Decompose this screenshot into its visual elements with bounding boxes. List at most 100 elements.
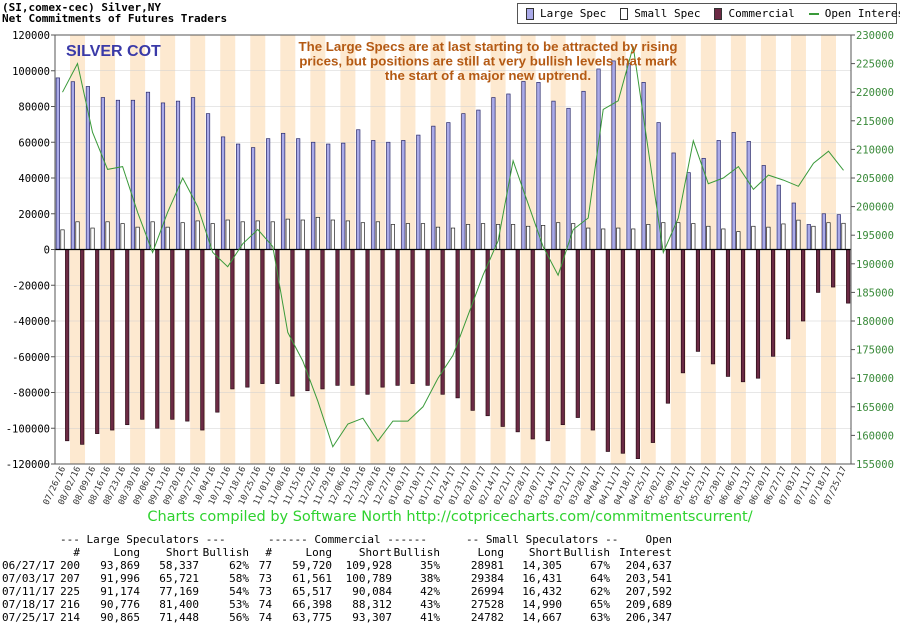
bar-commercial (395, 249, 400, 386)
bar-large-spec (566, 107, 571, 250)
bar-large-spec (806, 224, 811, 250)
cell-ss-long: 26994 (470, 585, 504, 598)
bar-commercial (831, 249, 836, 288)
open-interest-line (62, 46, 844, 448)
col-header-ls-bullish: Bullish (202, 546, 249, 559)
cell-open-interest: 209,689 (625, 598, 672, 611)
bar-large-spec (626, 63, 631, 250)
bar-commercial (350, 249, 355, 386)
bar-large-spec (386, 141, 391, 250)
bar-large-spec (821, 213, 826, 250)
y-axis-left: 120000 100000 80000 60000 40000 20000 0 -20000 -… (6, 30, 55, 471)
cell-ss-bullish: 63% (590, 611, 610, 624)
cell-c-long: 63,775 (292, 611, 332, 624)
annotation-line: prices, but positions are still at very … (299, 54, 677, 69)
bar-commercial (185, 249, 190, 422)
legend-swatch-commercial (714, 7, 723, 20)
bar-small-spec (631, 228, 636, 250)
bar-commercial (665, 249, 670, 404)
bar-commercial (755, 249, 761, 379)
bar-small-spec (405, 223, 411, 250)
table-row: 07/03/17 207 91,996 65,721 58% 73 61,561 100,78… (0, 572, 900, 585)
cell-ss-short: 16,432 (522, 585, 562, 598)
bar-large-spec (671, 152, 676, 250)
cell-open-interest: 206,347 (625, 611, 672, 624)
cell-ls-short: 77,169 (159, 585, 199, 598)
cell-c-count: 73 (258, 572, 272, 585)
table-row: 07/11/17 225 91,174 77,169 54% 73 65,517 90,084… (0, 585, 900, 598)
col-header-ss-bullish: Bullish (563, 546, 610, 559)
bar-large-spec (461, 113, 466, 250)
cell-ss-long: 24782 (470, 611, 504, 624)
bar-small-spec (676, 222, 681, 250)
bar-small-spec (601, 228, 606, 250)
cell-c-short: 109,928 (345, 559, 392, 572)
bar-large-spec (401, 140, 406, 250)
cell-ls-long: 93,869 (100, 559, 140, 572)
cell-row-date: 06/27/17 (2, 559, 55, 572)
y2-tick-label: 210000 (856, 144, 894, 156)
bar-commercial (95, 249, 100, 434)
cell-row-date: 07/11/17 (2, 585, 55, 598)
group-header-large-spec: --- Large Speculators --- (60, 533, 226, 546)
bar-commercial (740, 249, 746, 383)
y2-tick-label: 170000 (856, 373, 894, 385)
cell-ls-bullish: 53% (229, 598, 249, 611)
col-header-ss-short: Short (528, 546, 562, 559)
cell-c-bullish: 42% (420, 585, 440, 598)
bar-commercial (335, 249, 340, 386)
bar-commercial (785, 249, 791, 340)
bar-small-spec (375, 221, 380, 250)
group-header-open: Open (645, 533, 673, 546)
bar-large-spec (266, 138, 271, 250)
chart-source-label: (SI,comex-cec) Silver,NY (2, 1, 161, 14)
bar-small-spec (180, 222, 185, 250)
bar-commercial (200, 249, 205, 431)
y2-tick-label: 160000 (856, 430, 894, 442)
col-header-c-long: Long (305, 546, 333, 559)
chart-subtitle: Net Commitments of Futures Traders (2, 12, 228, 25)
y-tick-label: -100000 (6, 423, 50, 435)
cell-c-count: 73 (258, 585, 272, 598)
bar-small-spec (210, 223, 215, 250)
table-group-header-row: --- Large Speculators --- ------ Commerc… (0, 533, 900, 546)
bar-small-spec (135, 226, 140, 250)
bar-commercial (380, 249, 385, 388)
chart-bars (55, 60, 851, 459)
bar-large-spec (281, 132, 286, 250)
bar-commercial (710, 249, 716, 365)
cell-ls-bullish: 58% (229, 572, 249, 585)
bar-commercial (590, 249, 595, 431)
cell-ls-short: 71,448 (159, 611, 199, 624)
bar-large-spec (491, 97, 496, 250)
cell-ss-short: 14,667 (522, 611, 562, 624)
y-tick-label: -60000 (12, 352, 50, 364)
bar-small-spec (766, 226, 771, 250)
cell-open-interest: 203,541 (625, 572, 672, 585)
y-tick-label: 100000 (12, 66, 50, 78)
cell-open-interest: 207,592 (625, 585, 672, 598)
y2-tick-label: 185000 (856, 287, 894, 299)
cell-ls-long: 90,865 (100, 611, 140, 624)
y2-tick-label: 230000 (856, 30, 894, 42)
group-header-commercial: ------ Commercial ------ (268, 533, 427, 546)
bar-commercial (770, 249, 776, 357)
cell-ls-bullish: 56% (229, 611, 249, 624)
legend-label-large-spec: Large Spec (540, 7, 607, 20)
bar-large-spec (205, 113, 211, 250)
bar-commercial (635, 249, 640, 459)
bar-large-spec (296, 138, 301, 250)
col-header-c-bullish: Bullish (393, 546, 440, 559)
bar-large-spec (130, 99, 136, 250)
bar-commercial (260, 249, 265, 384)
y2-tick-label: 205000 (856, 173, 894, 185)
bar-large-spec (100, 97, 105, 250)
bar-large-spec (55, 77, 60, 250)
bar-large-spec (356, 129, 361, 250)
bar-small-spec (571, 223, 576, 250)
bar-large-spec (431, 125, 436, 250)
cell-c-long: 61,561 (292, 572, 332, 585)
bar-small-spec (796, 219, 801, 250)
y2-tick-label: 220000 (856, 87, 894, 99)
cell-c-short: 90,084 (352, 585, 392, 598)
